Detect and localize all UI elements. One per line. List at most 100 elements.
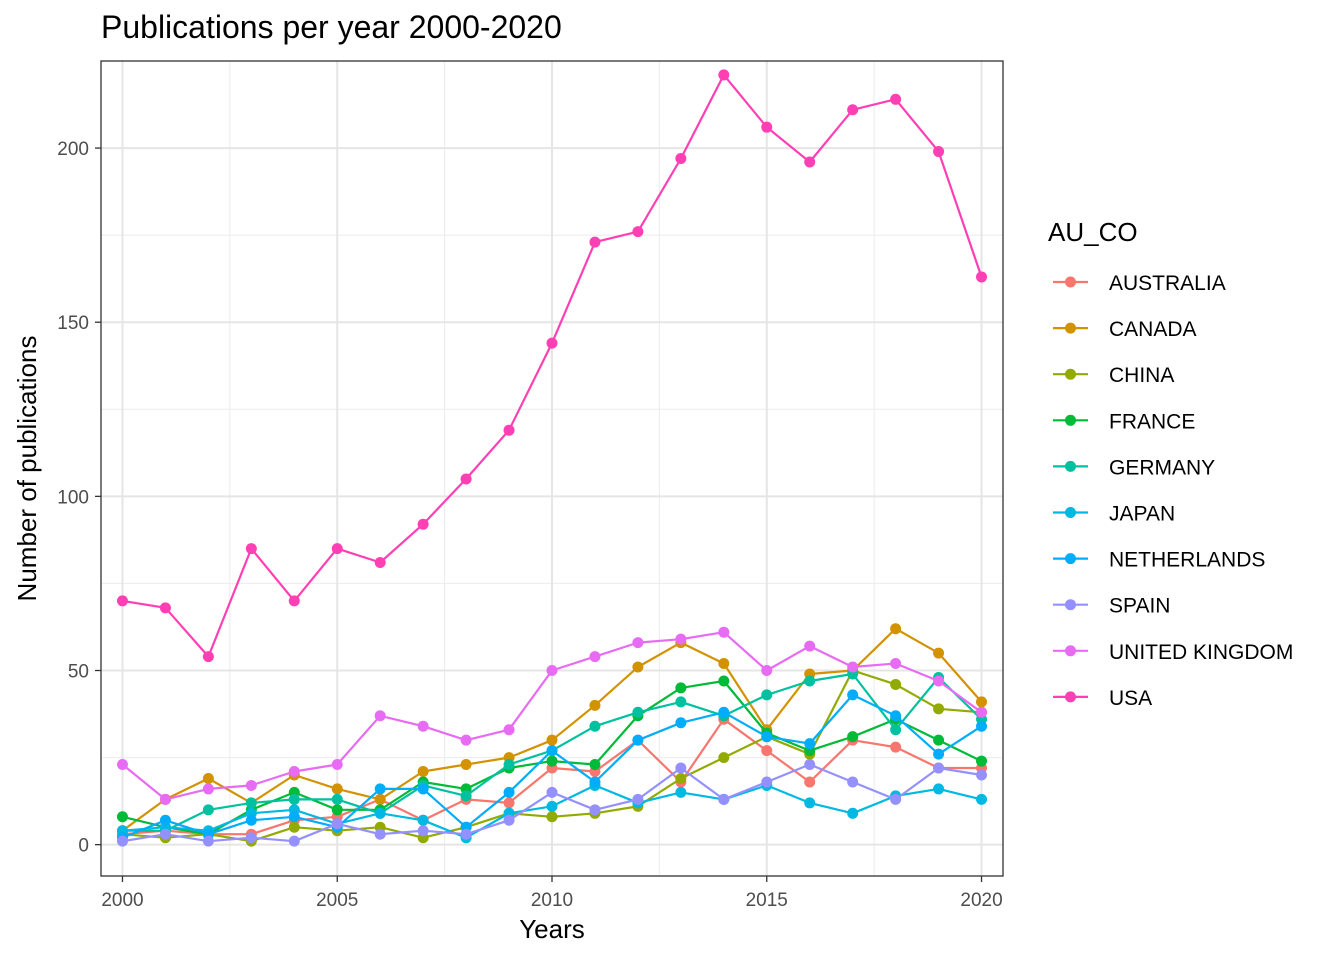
x-tick-label: 2010 (531, 890, 573, 911)
legend-items: AUSTRALIA CANADA CHINA FRANCE GERMANY JAPAN NE… (1053, 272, 1293, 710)
legend-label: GERMANY (1109, 456, 1215, 479)
data-point-united-kingdom (976, 706, 988, 718)
data-point-spain (331, 818, 343, 830)
legend-label: UNITED KINGDOM (1109, 641, 1293, 664)
data-point-australia (804, 776, 816, 788)
data-point-usa (933, 146, 945, 158)
data-point-france (976, 755, 988, 767)
data-point-united-kingdom (546, 665, 558, 677)
data-point-united-kingdom (718, 626, 730, 638)
chart-title: Publications per year 2000-2020 (101, 9, 562, 45)
data-point-united-kingdom (245, 779, 257, 791)
legend-label: FRANCE (1109, 410, 1195, 433)
legend-key-point (1065, 553, 1076, 565)
data-point-usa (159, 602, 171, 614)
data-point-canada (933, 647, 945, 659)
legend-label: NETHERLANDS (1109, 549, 1265, 572)
data-point-spain (847, 776, 859, 788)
data-point-china (890, 678, 902, 690)
data-point-usa (546, 337, 558, 349)
data-point-usa (374, 557, 386, 569)
x-tick-label: 2015 (746, 890, 788, 911)
data-point-australia (761, 745, 773, 757)
data-point-france (847, 731, 859, 743)
data-point-usa (976, 271, 988, 283)
data-point-france (331, 804, 343, 816)
data-point-spain (718, 793, 730, 805)
data-point-usa (718, 69, 730, 81)
data-point-germany (288, 793, 300, 805)
data-point-japan (976, 793, 988, 805)
legend-key-point (1065, 599, 1076, 611)
legend-item-canada: CANADA (1053, 318, 1197, 341)
data-point-spain (503, 814, 515, 826)
legend-item-germany: GERMANY (1053, 456, 1215, 479)
data-point-japan (804, 797, 816, 809)
data-point-usa (331, 543, 343, 555)
data-point-france (589, 759, 601, 771)
legend-key-point (1065, 645, 1076, 657)
data-point-spain (245, 832, 257, 844)
legend-label: CANADA (1109, 318, 1197, 341)
data-point-germany (202, 804, 214, 816)
data-point-usa (417, 518, 429, 530)
y-axis-title: Number of publications (12, 336, 42, 602)
data-point-united-kingdom (675, 633, 687, 645)
data-point-germany (245, 797, 257, 809)
legend-item-united-kingdom: UNITED KINGDOM (1053, 641, 1293, 664)
data-point-canada (202, 772, 214, 784)
data-point-spain (804, 759, 816, 771)
y-axis: 0 50 100 150 200 (57, 139, 101, 857)
data-point-netherlands (159, 814, 171, 826)
data-point-germany (632, 706, 644, 718)
legend-label: USA (1109, 687, 1152, 710)
data-point-spain (116, 835, 128, 847)
data-point-france (675, 682, 687, 694)
data-point-usa (116, 595, 128, 607)
data-point-canada (890, 623, 902, 635)
x-tick-label: 2000 (101, 890, 143, 911)
legend-key-point (1065, 368, 1076, 380)
data-point-netherlands (245, 814, 257, 826)
data-point-netherlands (675, 717, 687, 729)
legend-key-point (1065, 322, 1076, 334)
data-point-spain (761, 776, 773, 788)
data-point-france (933, 734, 945, 746)
series-netherlands (116, 689, 988, 844)
data-point-netherlands (546, 745, 558, 757)
legend-item-china: CHINA (1053, 364, 1174, 387)
legend-label: SPAIN (1109, 595, 1170, 618)
data-point-united-kingdom (331, 759, 343, 771)
x-axis-title: Years (519, 914, 585, 944)
data-point-spain (675, 762, 687, 774)
data-point-united-kingdom (632, 637, 644, 649)
data-point-netherlands (761, 731, 773, 743)
y-tick-label: 150 (57, 313, 89, 334)
plot-area (100, 60, 1004, 877)
data-point-netherlands (890, 710, 902, 722)
data-point-united-kingdom (288, 766, 300, 778)
data-point-canada (589, 699, 601, 711)
legend-key-point (1065, 460, 1076, 472)
data-point-united-kingdom (417, 720, 429, 732)
data-point-united-kingdom (589, 651, 601, 663)
data-point-spain (460, 828, 472, 840)
data-point-germany (890, 724, 902, 736)
y-tick-label: 50 (68, 662, 89, 683)
data-point-germany (331, 793, 343, 805)
data-point-netherlands (933, 748, 945, 760)
data-point-usa (675, 153, 687, 165)
data-point-china (546, 811, 558, 823)
data-point-australia (890, 741, 902, 753)
series-spain (116, 759, 988, 847)
legend-item-netherlands: NETHERLANDS (1053, 549, 1265, 572)
data-point-usa (503, 424, 515, 436)
legend-label: JAPAN (1109, 503, 1175, 526)
data-point-usa (632, 226, 644, 238)
data-point-netherlands (804, 738, 816, 750)
data-point-netherlands (632, 734, 644, 746)
data-point-spain (288, 835, 300, 847)
data-point-usa (460, 473, 472, 485)
data-point-china (718, 752, 730, 764)
